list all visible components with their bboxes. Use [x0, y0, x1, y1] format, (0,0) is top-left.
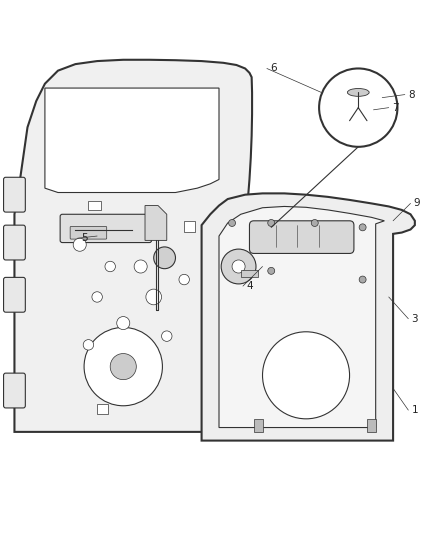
- Text: 7: 7: [392, 103, 399, 112]
- Circle shape: [105, 261, 116, 272]
- Circle shape: [162, 331, 172, 341]
- Bar: [184, 221, 195, 232]
- Circle shape: [92, 292, 102, 302]
- Circle shape: [179, 274, 189, 285]
- Circle shape: [229, 220, 236, 227]
- FancyBboxPatch shape: [60, 214, 152, 243]
- FancyBboxPatch shape: [4, 225, 25, 260]
- Circle shape: [117, 317, 130, 329]
- PathPatch shape: [201, 193, 415, 441]
- PathPatch shape: [14, 60, 252, 432]
- Bar: [88, 201, 102, 210]
- Text: 8: 8: [408, 90, 415, 100]
- Bar: [97, 403, 108, 415]
- Text: 6: 6: [270, 63, 277, 74]
- Circle shape: [84, 327, 162, 406]
- Circle shape: [110, 353, 136, 379]
- Circle shape: [154, 247, 176, 269]
- Circle shape: [232, 260, 245, 273]
- Circle shape: [221, 249, 256, 284]
- Circle shape: [311, 220, 318, 227]
- Text: 9: 9: [414, 198, 420, 208]
- PathPatch shape: [45, 88, 219, 192]
- Circle shape: [359, 276, 366, 283]
- Circle shape: [268, 268, 275, 274]
- FancyBboxPatch shape: [4, 277, 25, 312]
- Circle shape: [262, 332, 350, 419]
- Text: 1: 1: [412, 405, 418, 415]
- FancyBboxPatch shape: [4, 177, 25, 212]
- Circle shape: [268, 220, 275, 227]
- FancyBboxPatch shape: [70, 227, 107, 239]
- Text: 4: 4: [246, 281, 253, 291]
- Circle shape: [319, 68, 397, 147]
- Bar: [254, 419, 262, 432]
- Bar: [367, 419, 376, 432]
- PathPatch shape: [145, 206, 167, 240]
- Text: 5: 5: [81, 233, 88, 243]
- Text: 3: 3: [412, 314, 418, 324]
- Ellipse shape: [347, 88, 369, 96]
- Circle shape: [146, 289, 162, 305]
- Circle shape: [359, 224, 366, 231]
- PathPatch shape: [219, 206, 385, 427]
- Circle shape: [134, 260, 147, 273]
- Circle shape: [73, 238, 86, 251]
- Bar: [241, 270, 258, 277]
- FancyBboxPatch shape: [250, 221, 354, 254]
- Circle shape: [83, 340, 94, 350]
- FancyBboxPatch shape: [4, 373, 25, 408]
